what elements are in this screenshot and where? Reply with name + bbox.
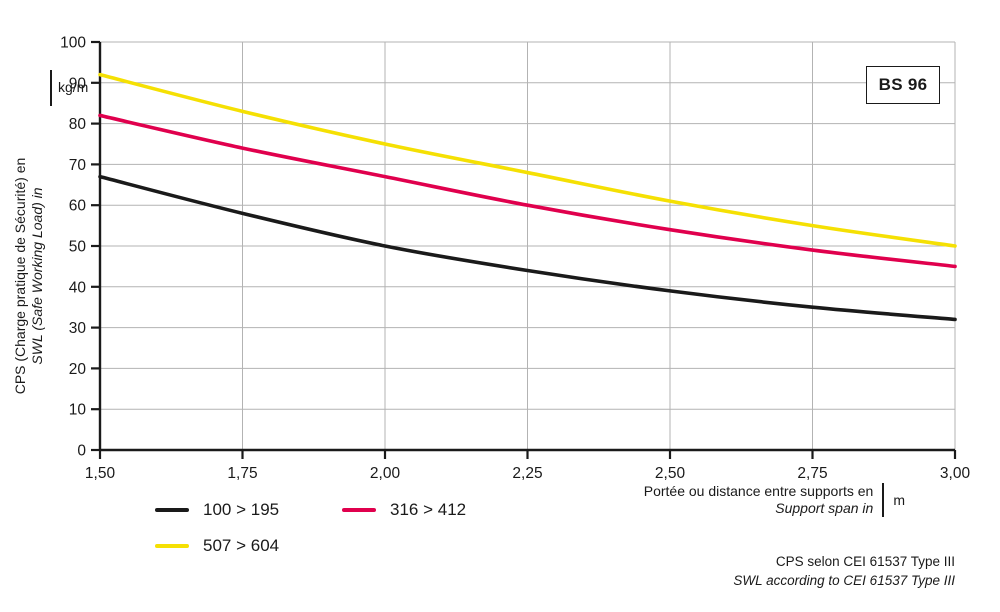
y-tick-label: 80	[69, 116, 87, 133]
footnote-line1: CPS selon CEI 61537 Type III	[775, 554, 955, 569]
y-tick-label: 10	[69, 402, 87, 419]
y-tick-label: 30	[69, 320, 87, 337]
x-tick-label: 3,00	[940, 465, 971, 482]
legend-item-507-604: 507 > 604	[155, 536, 342, 556]
y-tick-label: 100	[60, 35, 86, 52]
series-line-100-195	[98, 174, 957, 322]
series-line-507-604	[98, 72, 957, 248]
y-tick-label: 0	[77, 443, 86, 460]
legend-swatch-black-line	[155, 508, 189, 512]
x-axis-title: Portée ou distance entre supports en Sup…	[644, 483, 905, 517]
legend-label: 100 > 195	[203, 500, 280, 519]
y-tick-label: 40	[69, 279, 87, 296]
legend-item-316-412: 316 > 412	[342, 500, 529, 520]
x-tick-label: 2,00	[370, 465, 401, 482]
x-tick-label: 2,75	[797, 465, 827, 482]
x-tick-label: 1,50	[85, 465, 116, 482]
y-tick-label: 90	[69, 75, 87, 92]
x-axis-title-lines: Portée ou distance entre supports en Sup…	[644, 483, 874, 517]
x-axis-title-line1: Portée ou distance entre supports en	[643, 483, 874, 499]
footnote: CPS selon CEI 61537 Type III SWL accordi…	[733, 552, 955, 590]
x-tick-label: 1,75	[227, 465, 257, 482]
y-axis-title-line1: CPS (Charge pratique de Sécurité) en	[12, 157, 28, 395]
y-axis-title-line2: SWL (Safe Working Load) in	[29, 187, 45, 365]
y-unit-divider	[50, 70, 52, 106]
legend-label: 316 > 412	[390, 500, 467, 519]
x-unit-divider	[882, 483, 885, 517]
x-axis-title-line2: Support span in	[775, 500, 874, 516]
legend-swatch-red-line	[342, 508, 376, 512]
y-tick-label: 50	[69, 239, 87, 256]
footnote-line2: SWL according to CEI 61537 Type III	[733, 573, 955, 588]
x-tick-label: 2,25	[512, 465, 542, 482]
legend-label: 507 > 604	[203, 536, 280, 555]
legend-item-100-195: 100 > 195	[155, 500, 342, 520]
x-unit-label: m	[893, 492, 905, 508]
legend: 100 > 195 316 > 412 507 > 604	[155, 500, 555, 572]
y-tick-label: 20	[69, 361, 87, 378]
x-tick-label: 2,50	[655, 465, 686, 482]
y-unit-label: kg/m	[58, 79, 89, 95]
legend-swatch-yellow-line	[155, 544, 189, 548]
series-line-316-412	[98, 113, 957, 269]
y-tick-label: 70	[69, 157, 87, 174]
y-tick-label: 60	[69, 198, 87, 215]
product-badge: BS 96	[866, 66, 940, 104]
y-axis-title: CPS (Charge pratique de Sécurité) en SWL…	[12, 104, 46, 448]
